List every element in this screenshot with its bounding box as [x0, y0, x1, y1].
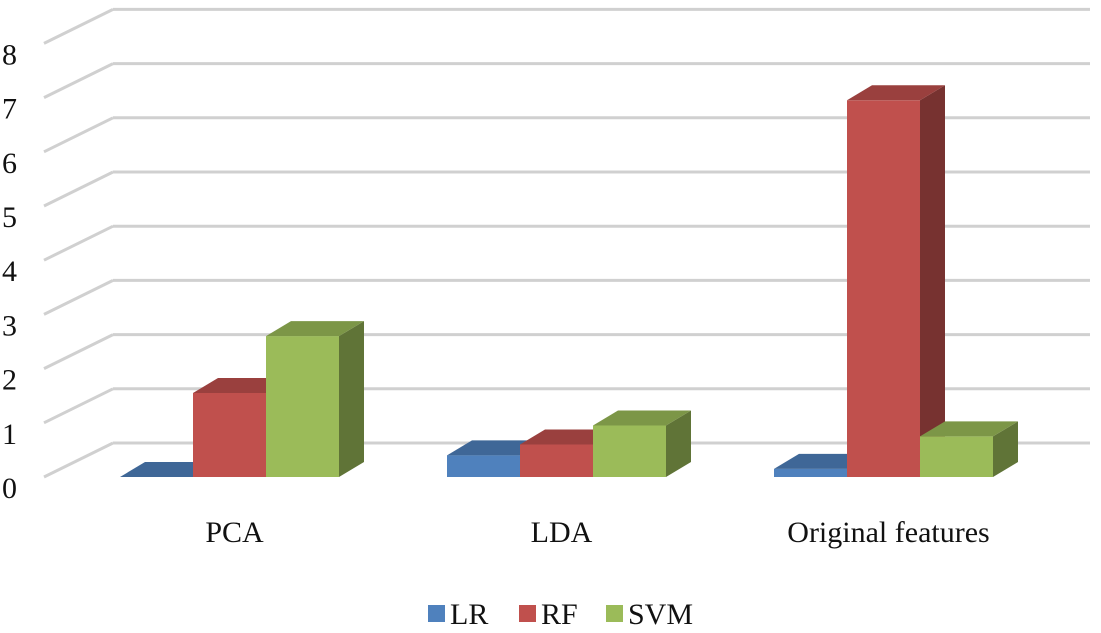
bar-front: [920, 436, 993, 477]
bar-side: [993, 421, 1018, 477]
bar-front: [266, 336, 339, 477]
category-label: Original features: [787, 516, 989, 549]
bar-top: [266, 321, 364, 337]
bar-front: [447, 455, 520, 477]
bar-rf-2: [847, 85, 945, 477]
category-label: LDA: [531, 516, 593, 549]
y-tick-label: 4: [2, 255, 17, 288]
y-tick-label: 6: [2, 147, 17, 180]
bar-svm-1: [593, 410, 691, 477]
gridline-slant: [43, 170, 114, 208]
bar-side: [339, 321, 364, 477]
x-axis-category-labels: PCA LDA Original features: [205, 516, 989, 549]
gridline-slant: [43, 116, 114, 154]
legend-swatch: [428, 605, 445, 622]
gridline-slant: [43, 8, 114, 45]
bar-top: [847, 85, 945, 101]
legend-item-svm: SVM: [606, 598, 693, 631]
bar-side: [920, 85, 945, 477]
gridline-slant: [43, 441, 114, 479]
legend-label: LR: [450, 598, 488, 631]
bar-front: [593, 425, 666, 477]
y-tick-label: 0: [2, 472, 17, 505]
y-tick-label: 5: [2, 201, 17, 234]
legend-item-lr: LR: [428, 598, 488, 631]
category-label: PCA: [205, 516, 264, 549]
y-tick-label: 7: [2, 93, 17, 126]
y-axis-tick-labels: 0 1 2 3 4 5 6 7 8: [2, 38, 17, 505]
gridline-slant: [43, 62, 114, 99]
bar-front: [847, 100, 920, 477]
gridline-slant: [43, 333, 114, 370]
gridline-slant: [43, 279, 114, 316]
bar-top: [920, 421, 1018, 437]
bar-side: [666, 410, 691, 477]
y-tick-label: 2: [2, 364, 17, 397]
legend: LR RF SVM: [428, 598, 693, 631]
bar-front: [193, 392, 266, 477]
legend-label: SVM: [628, 598, 693, 631]
legend-label: RF: [541, 598, 578, 631]
bar-front: [774, 468, 847, 477]
legend-swatch: [606, 605, 623, 622]
y-tick-label: 3: [2, 309, 17, 342]
legend-item-rf: RF: [519, 598, 578, 631]
legend-swatch: [519, 605, 536, 622]
gridline-slant: [43, 387, 114, 425]
bar-svm-0: [266, 321, 364, 477]
y-tick-label: 1: [2, 418, 17, 451]
bars: [120, 85, 1018, 477]
bar-front: [520, 444, 593, 477]
bar-top: [593, 410, 691, 426]
y-tick-label: 8: [2, 38, 17, 71]
bar-svm-2: [920, 421, 1018, 477]
gridline-slant: [43, 224, 114, 262]
